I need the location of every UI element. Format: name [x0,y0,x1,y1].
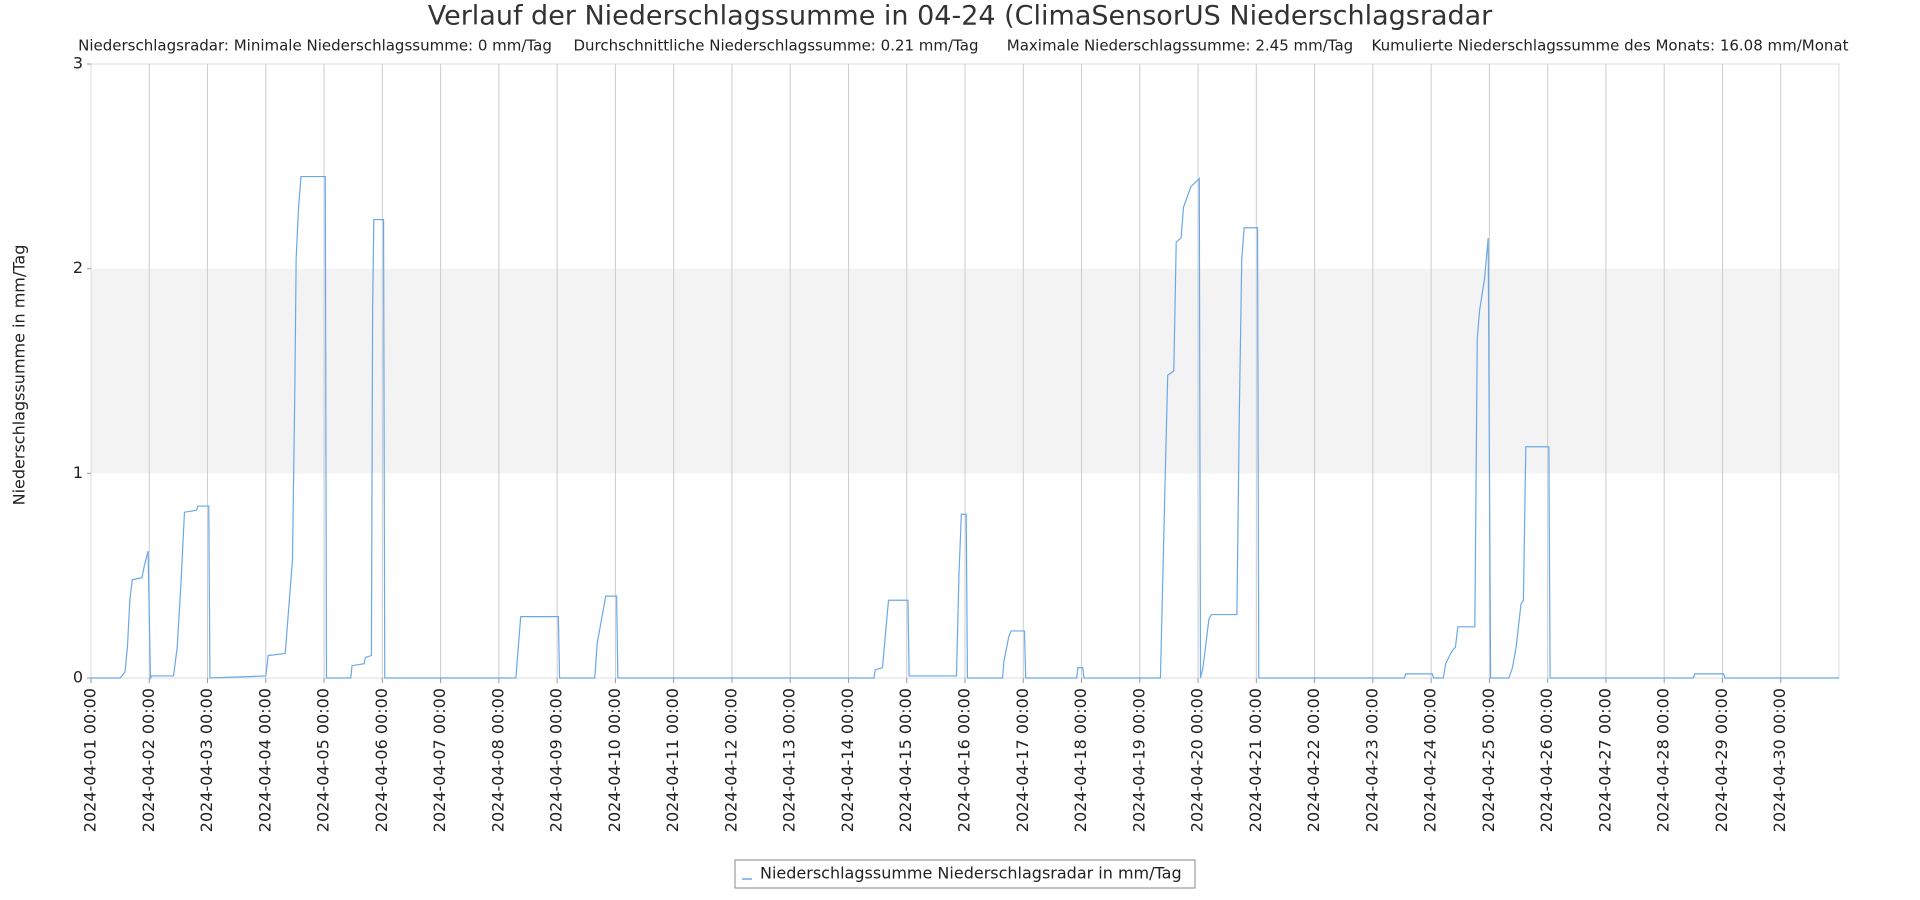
subtitle: Niederschlagsradar: Minimale Niederschla… [78,37,552,55]
y-tick-label: 1 [73,463,83,482]
legend-label: Niederschlagssumme Niederschlagsradar in… [760,864,1182,883]
x-tick-label: 2024-04-28 00:00 [1654,688,1673,832]
chart-title: Verlauf der Niederschlagssumme in 04-24 … [428,1,1493,32]
x-tick-label: 2024-04-06 00:00 [372,688,391,832]
x-tick-label: 2024-04-25 00:00 [1479,688,1498,832]
x-tick-label: 2024-04-22 00:00 [1304,688,1323,832]
x-tick-label: 2024-04-04 00:00 [255,688,274,832]
y-tick-label: 3 [73,54,83,73]
x-tick-label: 2024-04-16 00:00 [955,688,974,832]
x-tick-label: 2024-04-23 00:00 [1362,688,1381,832]
x-tick-label: 2024-04-17 00:00 [1013,688,1032,832]
x-tick-label: 2024-04-24 00:00 [1421,688,1440,832]
x-tick-label: 2024-04-29 00:00 [1712,688,1731,832]
x-tick-label: 2024-04-30 00:00 [1770,688,1789,832]
x-tick-label: 2024-04-12 00:00 [721,688,740,832]
x-tick-label: 2024-04-10 00:00 [605,688,624,832]
x-tick-label: 2024-04-27 00:00 [1595,688,1614,832]
x-tick-label: 2024-04-26 00:00 [1537,688,1556,832]
series-line [91,175,1839,681]
y-tick-label: 2 [73,258,83,277]
y-tick-label: 0 [73,668,83,687]
subtitle: Durchschnittliche Niederschlagssumme: 0.… [574,37,979,55]
x-tick-label: 2024-04-03 00:00 [197,688,216,832]
y-axis-label: Niederschlagssumme in mm/Tag [10,245,29,506]
subtitle: Kumulierte Niederschlagssumme des Monats… [1371,37,1848,55]
x-tick-label: 2024-04-15 00:00 [896,688,915,832]
x-tick-label: 2024-04-08 00:00 [488,688,507,832]
x-tick-label: 2024-04-02 00:00 [139,688,158,832]
x-tick-label: 2024-04-07 00:00 [430,688,449,832]
x-tick-label: 2024-04-18 00:00 [1071,688,1090,832]
x-tick-label: 2024-04-13 00:00 [780,688,799,832]
x-tick-label: 2024-04-19 00:00 [1129,688,1148,832]
x-tick-label: 2024-04-21 00:00 [1246,688,1265,832]
legend-box [734,859,1196,889]
subtitle: Maximale Niederschlagssumme: 2.45 mm/Tag [1007,37,1353,55]
x-tick-label: 2024-04-20 00:00 [1188,688,1207,832]
x-tick-label: 2024-04-14 00:00 [838,688,857,832]
x-tick-label: 2024-04-11 00:00 [663,688,682,832]
x-tick-label: 2024-04-05 00:00 [314,688,333,832]
x-tick-label: 2024-04-01 00:00 [81,688,100,832]
x-tick-label: 2024-04-09 00:00 [547,688,566,832]
